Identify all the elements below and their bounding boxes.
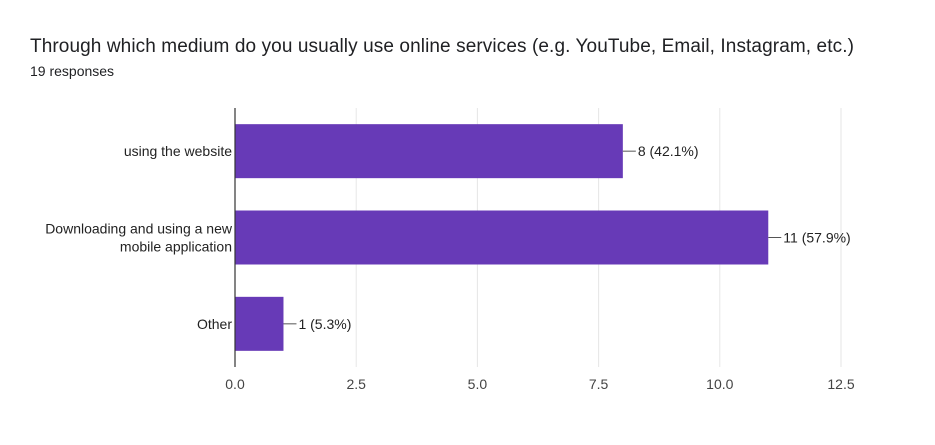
x-tick-label: 5.0 <box>468 376 488 392</box>
bar-value-label: 11 (57.9%) <box>783 230 850 246</box>
bar <box>235 124 623 179</box>
x-tick-label: 2.5 <box>346 376 366 392</box>
bar-value-label: 8 (42.1%) <box>638 143 699 159</box>
x-tick-label: 10.0 <box>706 376 733 392</box>
bar <box>235 210 769 265</box>
x-tick-label: 0.0 <box>225 376 245 392</box>
bar-value-label: 1 (5.3%) <box>298 316 351 332</box>
chart-title: Through which medium do you usually use … <box>30 36 854 57</box>
bar <box>235 296 284 351</box>
x-tick-label: 7.5 <box>589 376 609 392</box>
category-label: Other <box>197 316 232 332</box>
response-count: 19 responses <box>30 63 115 79</box>
category-label: Downloading and using a new <box>45 221 233 237</box>
x-tick-label: 12.5 <box>827 376 854 392</box>
category-label: mobile application <box>120 239 232 255</box>
bars <box>235 124 782 351</box>
labels: 0.0 2.5 5.0 7.5 10.0 12.5 8 (42.1%) using the w… <box>45 143 855 392</box>
category-label: using the website <box>124 143 232 159</box>
